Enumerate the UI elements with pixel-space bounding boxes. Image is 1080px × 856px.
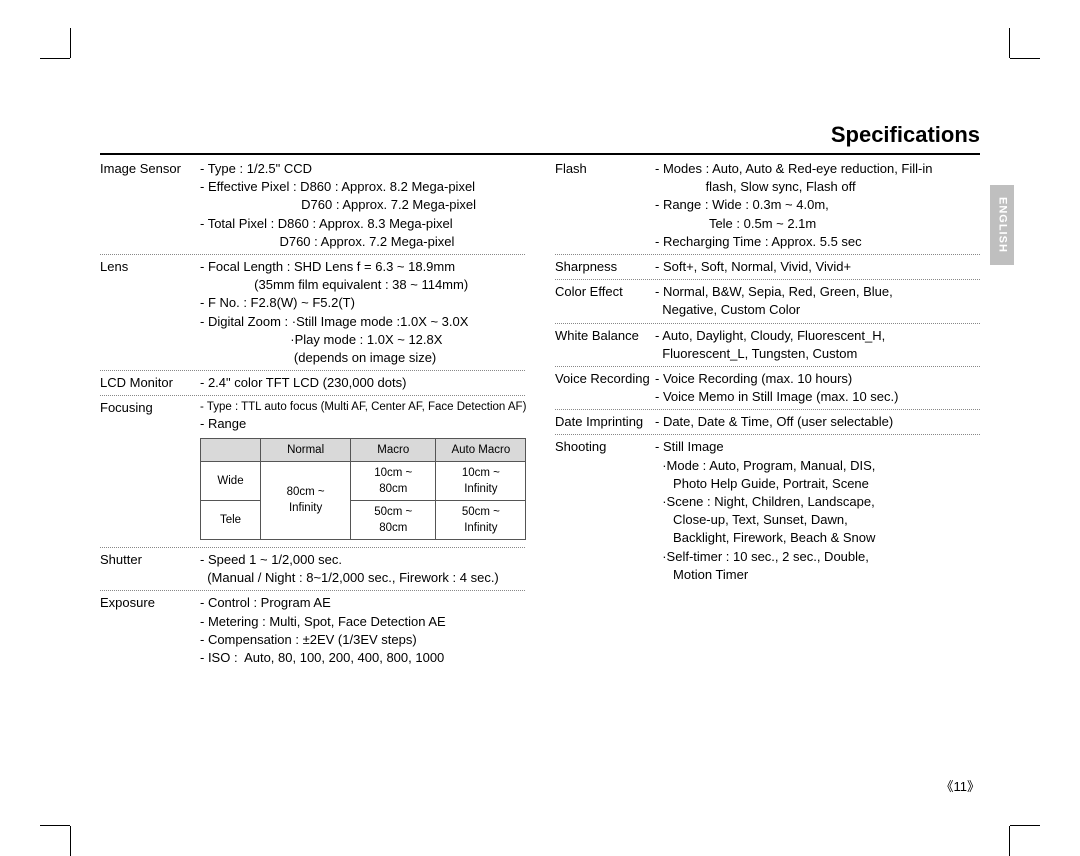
spec-value: - Type : TTL auto focus (Multi AF, Cente…: [200, 399, 526, 544]
spec-line: Photo Help Guide, Portrait, Scene: [655, 475, 980, 493]
table-rowhead: Wide: [201, 461, 261, 500]
spec-row: Color Effect- Normal, B&W, Sepia, Red, G…: [555, 283, 980, 323]
spec-line: - Modes : Auto, Auto & Red-eye reduction…: [655, 160, 980, 178]
spec-line: - Auto, Daylight, Cloudy, Fluorescent_H,: [655, 327, 980, 345]
spec-row: Lens- Focal Length : SHD Lens f = 6.3 ~ …: [100, 258, 525, 371]
spec-line: - Effective Pixel : D860 : Approx. 8.2 M…: [200, 178, 525, 196]
spec-line: (35mm film equivalent : 38 ~ 114mm): [200, 276, 525, 294]
spec-row: Focusing- Type : TTL auto focus (Multi A…: [100, 399, 525, 548]
spec-line: Fluorescent_L, Tungsten, Custom: [655, 345, 980, 363]
spec-line: (Manual / Night : 8~1/2,000 sec., Firewo…: [200, 569, 525, 587]
spec-line: ·Self-timer : 10 sec., 2 sec., Double,: [655, 548, 980, 566]
page-content: Specifications ENGLISH Image Sensor- Typ…: [100, 120, 980, 804]
spec-line: - Soft+, Soft, Normal, Vivid, Vivid+: [655, 258, 980, 276]
spec-line: Backlight, Firework, Beach & Snow: [655, 529, 980, 547]
spec-label: Focusing: [100, 399, 200, 544]
spec-row: White Balance- Auto, Daylight, Cloudy, F…: [555, 327, 980, 367]
page-title: Specifications: [100, 120, 980, 155]
spec-value: - Modes : Auto, Auto & Red-eye reduction…: [655, 160, 980, 251]
spec-line: ·Play mode : 1.0X ~ 12.8X: [200, 331, 525, 349]
spec-label: Voice Recording: [555, 370, 655, 406]
spec-value: - Focal Length : SHD Lens f = 6.3 ~ 18.9…: [200, 258, 525, 367]
spec-line: Tele : 0.5m ~ 2.1m: [655, 215, 980, 233]
spec-line: - F No. : F2.8(W) ~ F5.2(T): [200, 294, 525, 312]
spec-line: - Voice Memo in Still Image (max. 10 sec…: [655, 388, 980, 406]
spec-line: Motion Timer: [655, 566, 980, 584]
spec-line: - Compensation : ±2EV (1/3EV steps): [200, 631, 525, 649]
left-column: Image Sensor- Type : 1/2.5" CCD- Effecti…: [100, 160, 525, 673]
spec-label: Sharpness: [555, 258, 655, 276]
spec-line: - ISO : Auto, 80, 100, 200, 400, 800, 10…: [200, 649, 525, 667]
focusing-range-table: NormalMacroAuto Macro Wide80cm ~ Infinity…: [200, 438, 526, 540]
spec-label: Shutter: [100, 551, 200, 587]
spec-line: - Digital Zoom : ·Still Image mode :1.0X…: [200, 313, 525, 331]
spec-line: Negative, Custom Color: [655, 301, 980, 319]
spec-label: Flash: [555, 160, 655, 251]
spec-label: Date Imprinting: [555, 413, 655, 431]
spec-line: - Speed 1 ~ 1/2,000 sec.: [200, 551, 525, 569]
spec-value: - Normal, B&W, Sepia, Red, Green, Blue, …: [655, 283, 980, 319]
spec-label: Shooting: [555, 438, 655, 584]
spec-line: - Type : TTL auto focus (Multi AF, Cente…: [200, 399, 526, 415]
spec-line: - Type : 1/2.5" CCD: [200, 160, 525, 178]
spec-label: Image Sensor: [100, 160, 200, 251]
page-number: 《11》: [941, 778, 981, 796]
table-cell: 80cm ~ Infinity: [261, 461, 351, 539]
language-tab: ENGLISH: [990, 185, 1014, 265]
spec-row: Exposure- Control : Program AE- Metering…: [100, 594, 525, 670]
table-rowhead: Tele: [201, 500, 261, 539]
spec-label: Lens: [100, 258, 200, 367]
spec-line: ·Mode : Auto, Program, Manual, DIS,: [655, 457, 980, 475]
spec-line: D760 : Approx. 7.2 Mega-pixel: [200, 196, 525, 214]
spec-line: - Total Pixel : D860 : Approx. 8.3 Mega-…: [200, 215, 525, 233]
spec-row: Flash- Modes : Auto, Auto & Red-eye redu…: [555, 160, 980, 255]
spec-label: LCD Monitor: [100, 374, 200, 392]
spec-row: Voice Recording- Voice Recording (max. 1…: [555, 370, 980, 410]
spec-line: - Range: [200, 415, 526, 433]
spec-row: Shutter- Speed 1 ~ 1/2,000 sec. (Manual …: [100, 551, 525, 591]
spec-line: - Voice Recording (max. 10 hours): [655, 370, 980, 388]
spec-line: D760 : Approx. 7.2 Mega-pixel: [200, 233, 525, 251]
table-header: [201, 438, 261, 461]
table-cell: 50cm ~ 80cm: [351, 500, 436, 539]
spec-value: - Soft+, Soft, Normal, Vivid, Vivid+: [655, 258, 980, 276]
spec-row: Shooting- Still Image ·Mode : Auto, Prog…: [555, 438, 980, 587]
spec-row: Date Imprinting- Date, Date & Time, Off …: [555, 413, 980, 435]
table-cell: 10cm ~ 80cm: [351, 461, 436, 500]
spec-label: Exposure: [100, 594, 200, 667]
spec-row: LCD Monitor- 2.4" color TFT LCD (230,000…: [100, 374, 525, 396]
spec-label: Color Effect: [555, 283, 655, 319]
spec-line: - Control : Program AE: [200, 594, 525, 612]
table-header: Normal: [261, 438, 351, 461]
table-cell: 50cm ~ Infinity: [436, 500, 526, 539]
spec-value: - Control : Program AE- Metering : Multi…: [200, 594, 525, 667]
spec-line: - Recharging Time : Approx. 5.5 sec: [655, 233, 980, 251]
spec-line: - Metering : Multi, Spot, Face Detection…: [200, 613, 525, 631]
right-column: Flash- Modes : Auto, Auto & Red-eye redu…: [555, 160, 980, 673]
spec-line: - 2.4" color TFT LCD (230,000 dots): [200, 374, 525, 392]
spec-line: - Focal Length : SHD Lens f = 6.3 ~ 18.9…: [200, 258, 525, 276]
spec-line: - Date, Date & Time, Off (user selectabl…: [655, 413, 980, 431]
spec-value: - Speed 1 ~ 1/2,000 sec. (Manual / Night…: [200, 551, 525, 587]
spec-value: - Type : 1/2.5" CCD- Effective Pixel : D…: [200, 160, 525, 251]
spec-row: Sharpness- Soft+, Soft, Normal, Vivid, V…: [555, 258, 980, 280]
spec-row: Image Sensor- Type : 1/2.5" CCD- Effecti…: [100, 160, 525, 255]
spec-value: - Voice Recording (max. 10 hours)- Voice…: [655, 370, 980, 406]
spec-line: Close-up, Text, Sunset, Dawn,: [655, 511, 980, 529]
spec-line: flash, Slow sync, Flash off: [655, 178, 980, 196]
spec-line: - Normal, B&W, Sepia, Red, Green, Blue,: [655, 283, 980, 301]
table-cell: 10cm ~ Infinity: [436, 461, 526, 500]
table-header: Auto Macro: [436, 438, 526, 461]
spec-label: White Balance: [555, 327, 655, 363]
spec-line: - Range : Wide : 0.3m ~ 4.0m,: [655, 196, 980, 214]
table-header: Macro: [351, 438, 436, 461]
spec-line: ·Scene : Night, Children, Landscape,: [655, 493, 980, 511]
spec-line: - Still Image: [655, 438, 980, 456]
spec-value: - Auto, Daylight, Cloudy, Fluorescent_H,…: [655, 327, 980, 363]
spec-value: - 2.4" color TFT LCD (230,000 dots): [200, 374, 525, 392]
spec-columns: Image Sensor- Type : 1/2.5" CCD- Effecti…: [100, 160, 980, 673]
spec-value: - Date, Date & Time, Off (user selectabl…: [655, 413, 980, 431]
spec-value: - Still Image ·Mode : Auto, Program, Man…: [655, 438, 980, 584]
spec-line: (depends on image size): [200, 349, 525, 367]
